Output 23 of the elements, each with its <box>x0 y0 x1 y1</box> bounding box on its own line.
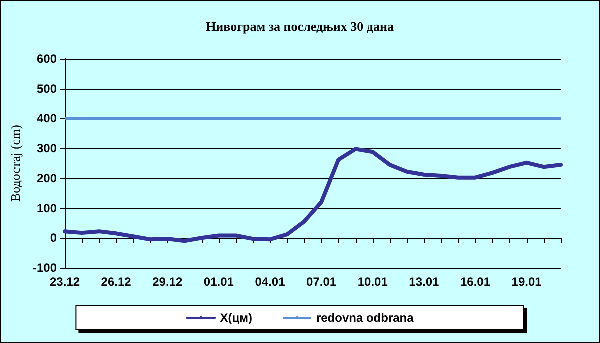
y-axis-title: Водостај (cm) <box>8 124 24 202</box>
y-tick-label: 400 <box>36 112 58 126</box>
chart-title: Нивограм за последњих 30 дана <box>206 19 394 34</box>
legend-label: X(цм) <box>220 311 252 325</box>
x-tick-label: 07.01 <box>306 275 337 289</box>
x-tick-label: 19.01 <box>512 275 542 289</box>
x-tick-label: 13.01 <box>409 275 440 289</box>
x-tick-label: 16.01 <box>460 275 491 289</box>
x-tick-label: 26.12 <box>101 275 132 289</box>
y-tick-label: 300 <box>36 142 58 156</box>
legend-label: redovna odbrana <box>316 311 414 325</box>
x-tick-label: 04.01 <box>255 275 286 289</box>
x-tick-label: 29.12 <box>152 275 183 289</box>
line-series <box>63 147 563 244</box>
y-tick-label: 600 <box>36 52 58 66</box>
x-tick-label: 23.12 <box>50 275 80 289</box>
y-tick-label: -100 <box>32 261 58 275</box>
y-tick-label: 500 <box>36 82 58 96</box>
y-tick-label: 100 <box>36 201 58 216</box>
x-tick-label: 10.01 <box>358 275 388 289</box>
y-tick-label: 0 <box>50 231 58 246</box>
y-tick-label: 200 <box>36 171 58 186</box>
x-tick-label: 01.01 <box>204 275 234 289</box>
